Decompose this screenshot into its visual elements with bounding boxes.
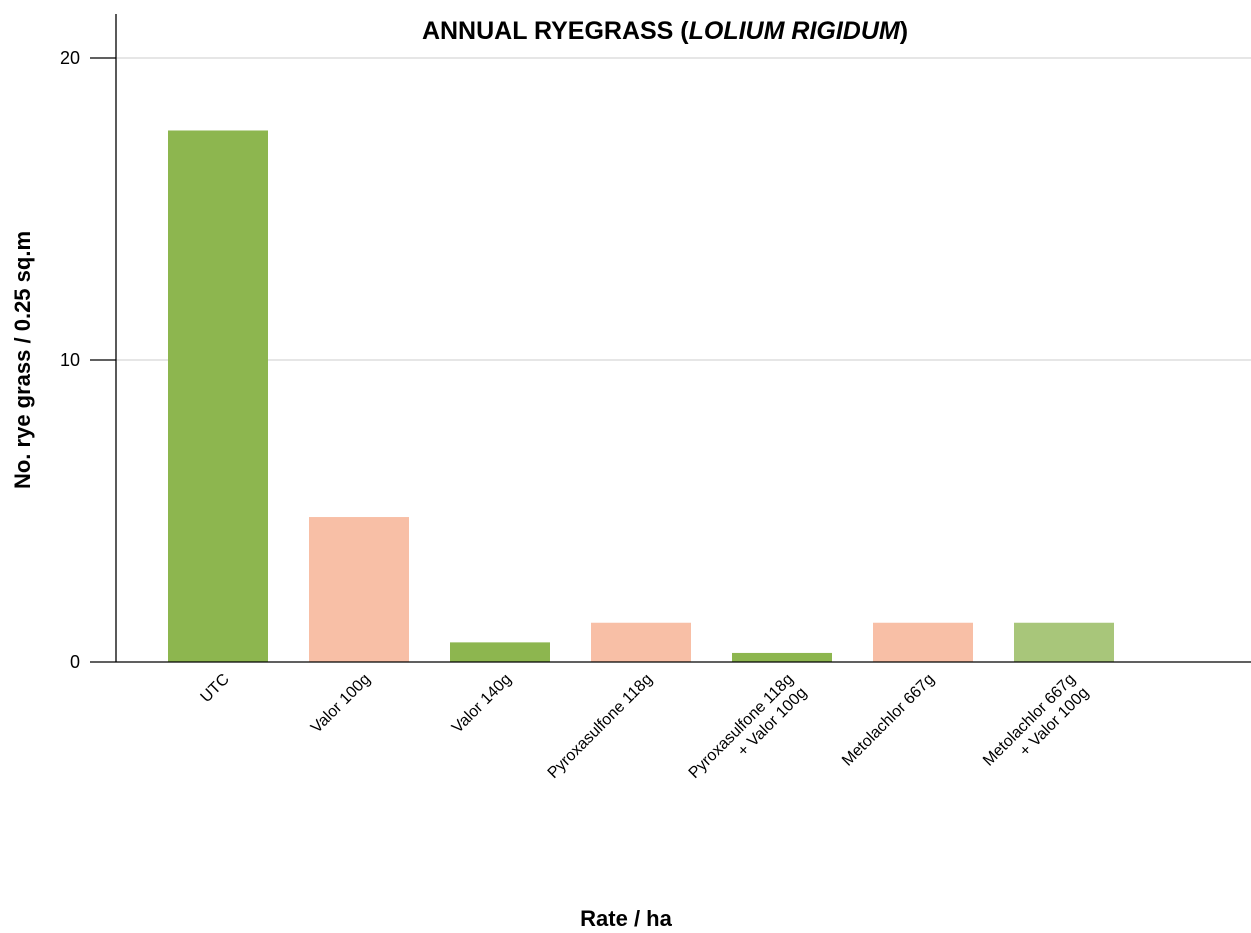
bar [732, 652, 832, 662]
x-tick-label: UTC [198, 671, 233, 706]
y-axis-title: No. rye grass / 0.25 sq.m [10, 231, 35, 489]
x-tick-label-line: UTC [198, 671, 233, 706]
axes [115, 14, 1251, 663]
x-tick-label-line: Valor 140g [449, 671, 515, 737]
chart-title: ANNUAL RYEGRASS (LOLIUM RIGIDUM) [422, 17, 908, 45]
x-tick-label-line: Pyroxasulfone 118g [545, 671, 656, 782]
bar [168, 130, 268, 663]
y-tick-label: 20 [60, 48, 80, 68]
x-tick-label: Pyroxasulfone 118g+ Valor 100g [686, 671, 811, 796]
x-tick-label-line: Pyroxasulfone 118g [686, 671, 797, 782]
y-tick-label: 0 [70, 652, 80, 672]
x-tick-label: Pyroxasulfone 118g [545, 671, 656, 782]
x-tick-label: Metolachlor 667g [839, 671, 938, 770]
x-tick-label: Valor 100g [308, 671, 374, 737]
gridlines [116, 57, 1251, 361]
bar [450, 642, 550, 662]
x-tick-label: Valor 140g [449, 671, 515, 737]
bars [168, 130, 1114, 663]
bar [591, 622, 691, 662]
y-tick-label: 10 [60, 350, 80, 370]
bar [1014, 622, 1114, 662]
bar [309, 517, 409, 662]
x-category-labels: UTC Valor 100g Valor 140g Pyroxasulfone 118… [198, 671, 1093, 796]
bar [873, 622, 973, 662]
x-axis-title: Rate / ha [580, 906, 672, 931]
x-tick-label: Metolachlor 667g+ Valor 100g [980, 671, 1092, 783]
x-tick-label-line: Valor 100g [308, 671, 374, 737]
x-tick-label-line: Metolachlor 667g [839, 671, 938, 770]
y-ticks: 0 10 20 [60, 48, 116, 672]
